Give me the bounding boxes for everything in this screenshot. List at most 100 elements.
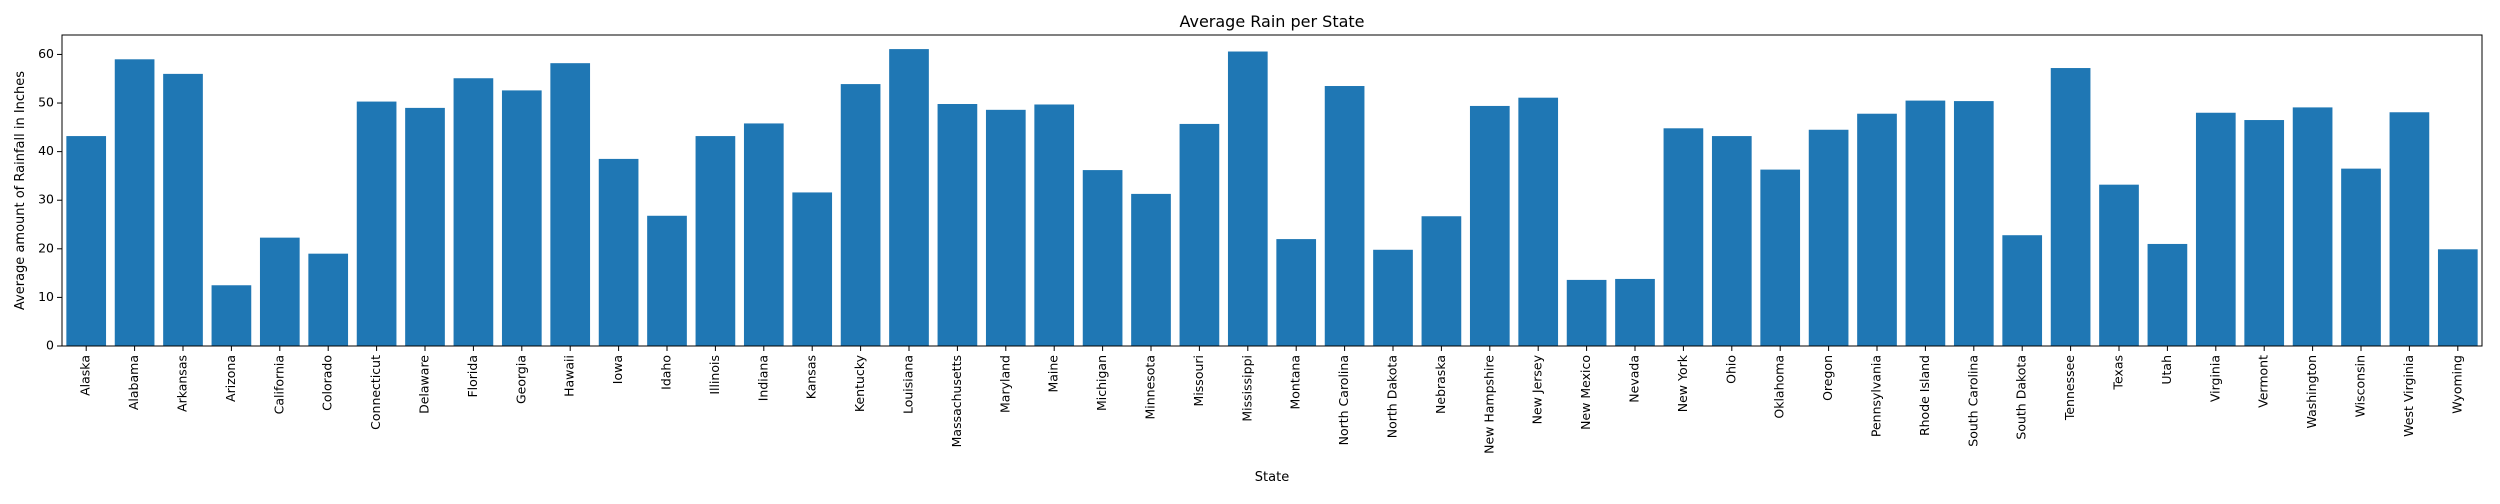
x-tick-label: Vermont xyxy=(2256,355,2271,408)
bar-oklahoma xyxy=(1760,169,1801,346)
bar-west-virginia xyxy=(2389,112,2430,346)
x-tick-label: Hawaii xyxy=(562,355,577,397)
bar-massachusetts xyxy=(937,104,978,346)
x-tick-label: Nevada xyxy=(1627,355,1642,403)
x-tick-label: Mississippi xyxy=(1239,355,1254,422)
bar-arizona xyxy=(211,285,252,346)
x-tick-label: North Carolina xyxy=(1336,355,1351,445)
x-tick-label: Rhode Island xyxy=(1917,355,1932,436)
bar-new-hampshire xyxy=(1469,105,1510,346)
x-tick-label: Arkansas xyxy=(175,355,190,412)
bar-mississippi xyxy=(1227,51,1268,347)
x-tick-label: Alabama xyxy=(126,355,141,410)
x-tick-label: Ohio xyxy=(1723,355,1738,384)
x-tick-label: West Virginia xyxy=(2401,355,2416,437)
y-axis-label: Average amount of Rainfall in Inches xyxy=(13,71,28,310)
bar-alaska xyxy=(66,136,107,346)
x-tick-label: New Jersey xyxy=(1530,354,1545,424)
x-tick-label: Washington xyxy=(2304,355,2319,428)
y-tick-label: 10 xyxy=(38,289,54,304)
bar-new-jersey xyxy=(1518,97,1559,346)
x-tick-label: Oklahoma xyxy=(1772,355,1787,419)
bar-rhode-island xyxy=(1905,100,1946,346)
y-tick-label: 50 xyxy=(38,95,54,110)
y-tick-label: 30 xyxy=(38,192,54,207)
y-tick-label: 40 xyxy=(38,143,54,158)
x-tick-label: New Hampshire xyxy=(1481,355,1496,454)
bar-alabama xyxy=(114,59,155,347)
x-axis-label: State xyxy=(1255,470,1289,485)
y-tick-label: 20 xyxy=(38,240,54,255)
x-tick-label: Iowa xyxy=(610,355,625,384)
x-tick-label: Delaware xyxy=(417,355,432,414)
x-tick-label: South Dakota xyxy=(2014,355,2029,440)
x-tick-label: Nebraska xyxy=(1433,355,1448,414)
bar-vermont xyxy=(2244,120,2285,346)
bar-north-dakota xyxy=(1373,249,1413,346)
x-tick-label: Virginia xyxy=(2207,355,2222,402)
bar-tennessee xyxy=(2050,68,2091,346)
x-tick-label: Wisconsin xyxy=(2353,355,2368,417)
x-axis: Alaska Alabama Arkansas Arizona California Co… xyxy=(78,346,2464,454)
plot-frame xyxy=(61,34,2483,347)
x-tick-label: Montana xyxy=(1288,355,1303,410)
bar-virginia xyxy=(2195,112,2236,346)
x-tick-label: Wyoming xyxy=(2449,355,2464,414)
bar-wisconsin xyxy=(2341,168,2381,346)
x-tick-label: Minnesota xyxy=(1143,355,1158,420)
bar-texas xyxy=(2099,184,2139,346)
y-tick-label: 0 xyxy=(46,338,54,353)
bar-wyoming xyxy=(2437,249,2478,346)
bar-missouri xyxy=(1179,123,1220,347)
bar-ohio xyxy=(1711,136,1752,346)
y-tick-label: 60 xyxy=(38,46,54,61)
bar-illinois xyxy=(695,136,736,346)
bar-utah xyxy=(2147,243,2188,346)
x-tick-label: Utah xyxy=(2159,355,2174,385)
chart-title: Average Rain per State xyxy=(1179,12,1364,31)
x-tick-label: Connecticut xyxy=(368,355,383,430)
x-tick-label: New Mexico xyxy=(1578,355,1593,430)
x-tick-label: Missouri xyxy=(1191,355,1206,406)
bar-california xyxy=(259,237,300,346)
bar-florida xyxy=(453,78,494,346)
x-tick-label: Idaho xyxy=(659,355,674,390)
bar-new-york xyxy=(1663,128,1704,346)
x-tick-label: Massachusetts xyxy=(949,355,964,447)
bars-group xyxy=(66,49,2478,347)
bar-nevada xyxy=(1615,278,1655,346)
x-tick-label: Louisiana xyxy=(901,355,916,414)
x-tick-label: Michigan xyxy=(1094,355,1109,411)
bar-washington xyxy=(2292,107,2333,347)
x-tick-label: Maryland xyxy=(997,355,1012,413)
x-tick-label: Illinois xyxy=(707,355,722,395)
x-tick-label: Oregon xyxy=(1820,355,1835,401)
bar-michigan xyxy=(1082,170,1123,346)
x-tick-label: Kansas xyxy=(804,355,819,399)
y-axis: 0 10 20 30 40 50 60 xyxy=(38,46,62,353)
bar-colorado xyxy=(308,253,349,346)
x-tick-label: Arizona xyxy=(223,355,238,402)
x-tick-label: Pennsylvania xyxy=(1869,355,1884,437)
x-tick-label: Tennessee xyxy=(2062,355,2077,421)
x-tick-label: Alaska xyxy=(78,355,93,396)
bar-minnesota xyxy=(1131,193,1171,346)
x-tick-label: Indiana xyxy=(755,355,770,401)
bar-maine xyxy=(1034,104,1075,347)
bar-north-carolina xyxy=(1324,86,1365,347)
bar-connecticut xyxy=(356,101,397,346)
bar-arkansas xyxy=(163,73,203,347)
bar-delaware xyxy=(405,107,445,346)
x-tick-label: Florida xyxy=(465,355,480,398)
bar-nebraska xyxy=(1421,216,1462,346)
x-tick-label: Georgia xyxy=(513,355,528,404)
bar-kansas xyxy=(792,192,833,346)
x-tick-label: Texas xyxy=(2111,355,2126,391)
bar-south-carolina xyxy=(1953,101,1994,346)
bar-hawaii xyxy=(550,63,591,347)
x-tick-label: South Carolina xyxy=(1965,355,1980,447)
x-tick-label: California xyxy=(271,355,286,414)
x-tick-label: North Dakota xyxy=(1385,355,1400,438)
